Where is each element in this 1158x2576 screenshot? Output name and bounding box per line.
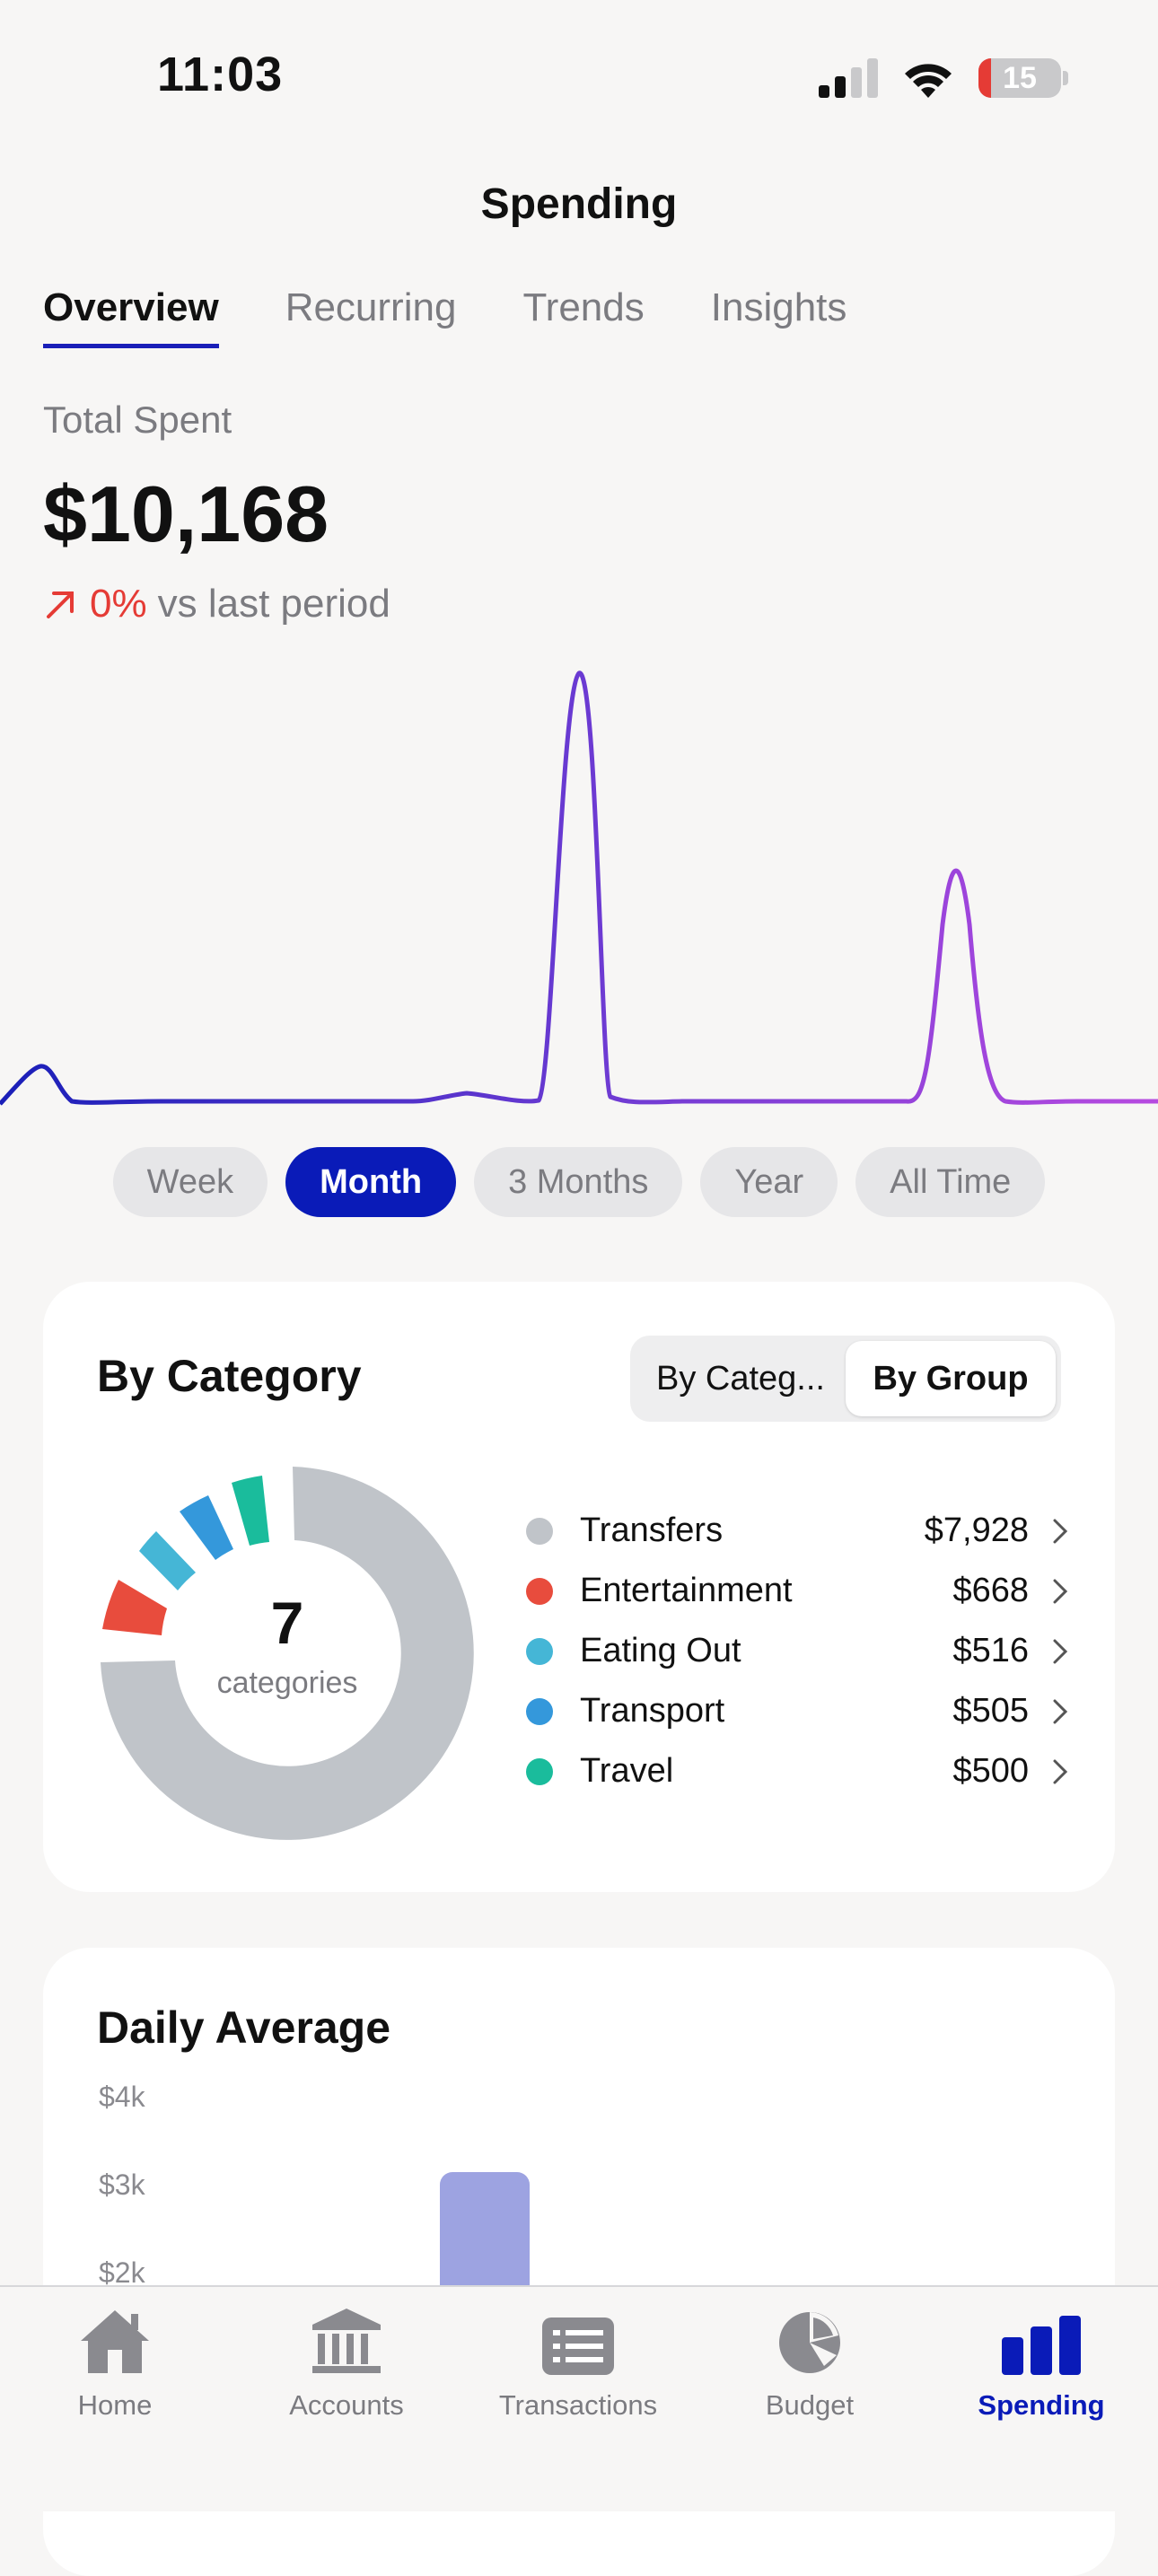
toggle-by-category[interactable]: By Categ...	[656, 1359, 825, 1398]
daily-average-title: Daily Average	[97, 2002, 391, 2053]
period-week[interactable]: Week	[112, 1147, 268, 1217]
legend-dot	[526, 1577, 553, 1605]
period-all-time[interactable]: All Time	[855, 1147, 1046, 1217]
tab-overview[interactable]: Overview	[43, 285, 219, 348]
category-donut-chart[interactable]	[90, 1456, 485, 1851]
spending-line-chart[interactable]	[0, 655, 1158, 1122]
period-selector: Week Month 3 Months Year All Time	[0, 1147, 1158, 1217]
tab-trends[interactable]: Trends	[522, 285, 645, 329]
tabbar-spending[interactable]: Spending	[934, 2303, 1149, 2422]
tabbar-accounts-label: Accounts	[289, 2389, 404, 2421]
tabbar-transactions[interactable]: Transactions	[470, 2303, 686, 2422]
tabbar-home-label: Home	[77, 2389, 153, 2421]
tab-insights[interactable]: Insights	[710, 285, 847, 329]
donut-segment-entertainment	[102, 1580, 167, 1635]
status-icons: 15	[819, 56, 1068, 101]
period-month[interactable]: Month	[285, 1147, 457, 1217]
legend-row-entertainment[interactable]: Entertainment $668	[526, 1561, 1074, 1621]
donut-segment-transport	[180, 1495, 233, 1560]
donut-segment-travel	[232, 1476, 269, 1546]
legend-amount: $505	[952, 1692, 1029, 1730]
y-tick-4k: $4k	[99, 2081, 145, 2113]
legend-name: Entertainment	[580, 1572, 793, 1609]
battery-icon: 15	[978, 58, 1061, 98]
legend-amount: $500	[952, 1752, 1029, 1790]
tabbar-home[interactable]: Home	[7, 2303, 223, 2422]
toggle-by-group[interactable]: By Group	[846, 1341, 1056, 1416]
legend-amount: $516	[952, 1632, 1029, 1669]
signal-icon	[819, 58, 878, 98]
spending-line	[0, 670, 1158, 1106]
chevron-right-icon	[1053, 1699, 1068, 1723]
change-percent: 0%	[90, 582, 147, 626]
total-spent-label: Total Spent	[43, 399, 232, 441]
category-group-toggle: By Categ... By Group	[630, 1336, 1061, 1422]
chevron-right-icon	[1053, 1519, 1068, 1543]
bank-icon	[312, 2309, 381, 2373]
period-year[interactable]: Year	[700, 1147, 838, 1217]
tab-bar-top: Overview Recurring Trends Insights	[43, 285, 847, 348]
legend-amount: $7,928	[924, 1511, 1029, 1549]
by-category-title: By Category	[97, 1351, 362, 1401]
donut-segment-transfers	[101, 1467, 474, 1840]
page-title: Spending	[480, 180, 678, 228]
change-indicator: 0% vs last period	[43, 582, 390, 626]
wifi-icon	[905, 64, 952, 98]
arrow-up-right-icon	[47, 591, 74, 618]
legend-name: Transport	[580, 1692, 725, 1730]
legend-row-transport[interactable]: Transport $505	[526, 1681, 1074, 1741]
legend-name: Transfers	[580, 1511, 724, 1549]
category-count-label: categories	[216, 1666, 358, 1700]
period-3-months[interactable]: 3 Months	[474, 1147, 683, 1217]
status-time: 11:03	[157, 48, 284, 101]
tabbar-budget-label: Budget	[765, 2389, 855, 2421]
donut-segment-eating-out	[139, 1531, 196, 1590]
bar-chart-icon	[1002, 2316, 1081, 2375]
legend-name: Travel	[580, 1752, 674, 1790]
tabbar-accounts[interactable]: Accounts	[239, 2303, 454, 2422]
total-spent-value: $10,168	[43, 469, 329, 558]
legend-row-travel[interactable]: Travel $500	[526, 1741, 1074, 1801]
category-count: 7	[270, 1590, 304, 1656]
change-text: vs last period	[157, 582, 390, 626]
legend-name: Eating Out	[580, 1632, 741, 1669]
legend-dot	[526, 1517, 553, 1545]
pie-icon	[779, 2312, 840, 2373]
donut-center: 7 categories	[90, 1589, 485, 1701]
chevron-right-icon	[1053, 1579, 1068, 1603]
legend-amount: $668	[952, 1572, 1029, 1609]
legend-row-transfers[interactable]: Transfers $7,928	[526, 1501, 1074, 1561]
chevron-right-icon	[1053, 1759, 1068, 1783]
legend-dot	[526, 1757, 553, 1785]
legend-dot	[526, 1697, 553, 1725]
list-icon	[542, 2318, 614, 2375]
legend-dot	[526, 1637, 553, 1665]
home-icon	[81, 2310, 149, 2373]
tabbar-transactions-label: Transactions	[498, 2389, 658, 2421]
tab-recurring[interactable]: Recurring	[285, 285, 457, 329]
y-tick-3k: $3k	[99, 2169, 145, 2201]
tabbar-spending-label: Spending	[978, 2389, 1105, 2421]
y-tick-2k: $2k	[99, 2256, 145, 2289]
category-legend: Transfers $7,928 Entertainment $668 Eati…	[526, 1501, 1074, 1801]
chevron-right-icon	[1053, 1639, 1068, 1663]
tabbar-budget[interactable]: Budget	[702, 2303, 917, 2422]
legend-row-eating-out[interactable]: Eating Out $516	[526, 1621, 1074, 1681]
